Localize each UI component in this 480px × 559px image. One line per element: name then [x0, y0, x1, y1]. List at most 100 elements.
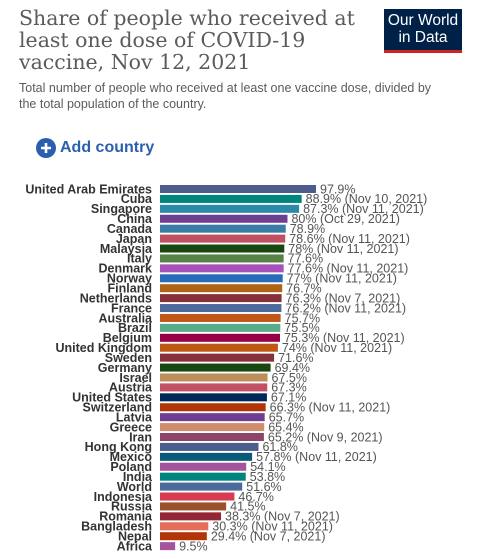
category-label: Brazil — [118, 321, 152, 335]
value-label: 76.7% — [286, 281, 321, 295]
value-label: 65.2% (Nov 9, 2021) — [268, 430, 383, 444]
category-label: Norway — [107, 272, 152, 286]
category-label: Italy — [127, 252, 152, 266]
value-label: 51.6% — [246, 480, 281, 494]
plus-icon — [36, 138, 56, 158]
bar — [160, 462, 247, 471]
category-label: Sweden — [105, 351, 152, 365]
bar — [160, 353, 275, 362]
category-label: Bangladesh — [81, 520, 152, 534]
bar — [160, 194, 302, 203]
bar — [160, 363, 271, 372]
category-label: Latvia — [116, 410, 153, 424]
category-label: Greece — [110, 420, 152, 434]
bar — [160, 323, 281, 332]
value-label: 78.9% — [290, 222, 325, 236]
bar — [160, 284, 283, 293]
category-label: Russia — [111, 500, 153, 514]
category-label: Israel — [119, 371, 152, 385]
bar — [160, 254, 284, 263]
bar — [160, 313, 281, 322]
chart-title: Share of people who received at least on… — [19, 6, 355, 74]
value-label: 69.4% — [275, 361, 310, 375]
value-label: 75.5% — [284, 321, 319, 335]
value-label: 30.3% (Nov 11, 2021) — [212, 520, 333, 534]
value-label: 65.4% — [268, 420, 303, 434]
bar — [160, 472, 246, 481]
value-label: 67.3% — [271, 381, 306, 395]
value-label: 75.3% (Nov 11, 2021) — [284, 331, 405, 345]
category-label: Canada — [107, 222, 153, 236]
category-label: Austria — [109, 381, 153, 395]
category-label: India — [123, 470, 153, 484]
category-label: Netherlands — [80, 291, 152, 305]
bar — [160, 274, 283, 283]
category-label: Poland — [110, 460, 152, 474]
logo-line: Our World — [387, 12, 459, 29]
bar — [160, 542, 176, 551]
bar — [160, 373, 268, 382]
value-label: 67.5% — [272, 371, 307, 385]
category-label: Belgium — [103, 331, 152, 345]
button-label: Add country — [60, 139, 155, 156]
bar — [160, 333, 280, 342]
category-label: Singapore — [91, 202, 152, 216]
bar — [160, 452, 253, 461]
category-label: Cuba — [121, 192, 153, 206]
add-country-button[interactable]: Add country — [36, 137, 154, 159]
category-label: Romania — [99, 510, 153, 524]
bar — [160, 224, 286, 233]
bar — [160, 264, 284, 273]
category-label: United Kingdom — [55, 341, 152, 355]
category-label: Africa — [117, 539, 153, 553]
value-label: 67.1% — [271, 391, 306, 405]
value-label: 97.9% — [320, 182, 355, 196]
value-label: 78% (Nov 11, 2021) — [288, 242, 398, 256]
value-label: 38.3% (Nov 7, 2021) — [225, 510, 340, 524]
value-label: 75.7% — [285, 311, 320, 325]
bar — [160, 413, 265, 422]
value-label: 71.6% — [278, 351, 313, 365]
value-label: 76.2% (Nov 11, 2021) — [285, 301, 406, 315]
bar — [160, 433, 264, 441]
value-label: 46.7% — [238, 490, 273, 504]
value-label: 76.3% (Nov 7, 2021) — [286, 291, 401, 305]
value-label: 80% (Oct 29, 2021) — [291, 212, 399, 226]
bar — [160, 383, 268, 392]
bar — [160, 185, 316, 193]
value-label: 29.4% (Nov 7, 2021) — [211, 529, 326, 543]
bar — [160, 294, 282, 303]
bar — [160, 512, 222, 521]
value-label: 9.5% — [179, 539, 208, 553]
bar — [160, 393, 267, 402]
value-label: 65.7% — [269, 410, 304, 424]
bar — [160, 492, 235, 501]
bar — [160, 403, 266, 412]
category-label: Nepal — [118, 529, 152, 543]
value-label: 41.5% — [230, 500, 265, 514]
category-label: World — [117, 480, 152, 494]
value-label: 66.3% (Nov 11, 2021) — [270, 401, 391, 415]
category-label: Finland — [108, 281, 152, 295]
bar — [160, 442, 259, 451]
category-label: United States — [72, 391, 152, 405]
category-label: Indonesia — [94, 490, 153, 504]
bar — [160, 522, 209, 531]
category-label: United Arab Emirates — [25, 182, 152, 196]
value-label: 87.3% (Nov 11, 2021) — [303, 202, 424, 216]
bar — [160, 234, 286, 243]
category-label: France — [111, 301, 152, 315]
value-label: 74% (Nov 11, 2021) — [282, 341, 392, 355]
category-label: Australia — [99, 311, 154, 325]
bar — [160, 244, 285, 253]
value-label: 77.6% — [288, 252, 323, 266]
bar — [160, 204, 300, 213]
bar — [160, 304, 282, 313]
logo[interactable]: Our World in Data — [384, 9, 462, 53]
chart-subtitle: Total number of people who received at l… — [19, 81, 432, 111]
bar — [160, 343, 278, 352]
bar — [160, 502, 227, 511]
category-label: Denmark — [99, 262, 153, 276]
